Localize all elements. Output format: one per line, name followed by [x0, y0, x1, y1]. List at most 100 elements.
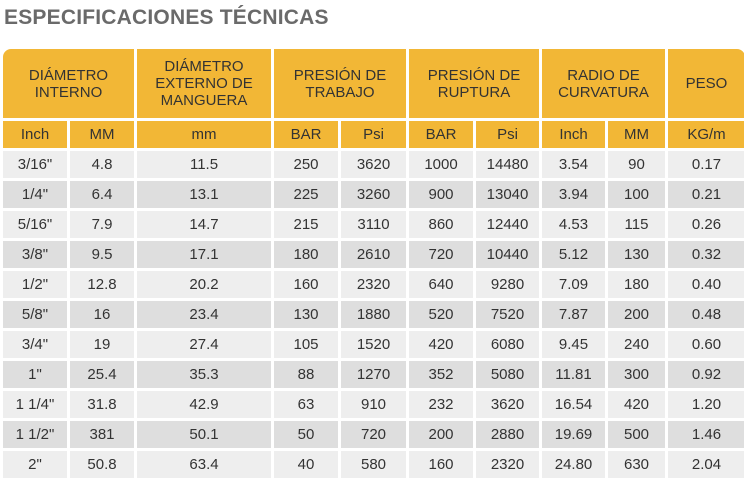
table-cell: 88	[274, 361, 339, 388]
table-cell: 9.5	[70, 241, 135, 268]
table-cell: 232	[409, 391, 474, 418]
header-label-line: RADIO DE	[567, 66, 640, 84]
table-cell: 115	[608, 211, 666, 238]
table-cell: 250	[274, 151, 339, 178]
table-cell: 1/2"	[3, 271, 67, 298]
table-cell: 200	[409, 421, 474, 448]
table-cell: 1/4"	[3, 181, 67, 208]
table-cell: 4.8	[70, 151, 135, 178]
table-cell: 910	[341, 391, 407, 418]
table-cell: 720	[341, 421, 407, 448]
header-label-line: EXTERNO DE	[155, 75, 253, 92]
table-cell: 2.04	[668, 451, 744, 478]
table-cell: 180	[274, 241, 339, 268]
unit-header: Inch	[3, 121, 67, 148]
table-cell: 352	[409, 361, 474, 388]
table-cell: 215	[274, 211, 339, 238]
table-cell: 5/16"	[3, 211, 67, 238]
table-cell: 1"	[3, 361, 67, 388]
table-cell: 130	[608, 241, 666, 268]
table-row: 3/4" 19 27.4 105 1520 420 6080 9.45 240 0.60	[3, 331, 744, 358]
table-cell: 300	[608, 361, 666, 388]
table-cell: 20.2	[137, 271, 272, 298]
table-cell: 160	[274, 271, 339, 298]
table-cell: 2880	[476, 421, 540, 448]
table-cell: 720	[409, 241, 474, 268]
table-cell: 3620	[476, 391, 540, 418]
header-group-row: DIÁMETRO INTERNO DIÁMETRO EXTERNO DE MANGUE…	[3, 49, 744, 118]
header-label-line: PRESIÓN DE	[427, 66, 521, 84]
table-row: 1/2" 12.8 20.2 160 2320 640 9280 7.09 180 0.40	[3, 271, 744, 298]
table-body: 3/16" 4.8 11.5 250 3620 1000 14480 3.54 90 0.17 1/…	[3, 151, 744, 478]
table-cell: 130	[274, 301, 339, 328]
table-cell: 420	[608, 391, 666, 418]
header-label-line: DIÁMETRO	[28, 66, 109, 84]
header-label-line: INTERNO	[34, 83, 103, 101]
table-cell: 1880	[341, 301, 407, 328]
table-cell: 16	[70, 301, 135, 328]
table-cell: 381	[70, 421, 135, 448]
table-cell: 5/8"	[3, 301, 67, 328]
header-label-line: PRESIÓN DE	[293, 66, 387, 84]
table-cell: 0.48	[668, 301, 744, 328]
table-cell: 2320	[476, 451, 540, 478]
table-cell: 2610	[341, 241, 407, 268]
specifications-table: DIÁMETRO INTERNO DIÁMETRO EXTERNO DE MANGUE…	[0, 46, 744, 481]
table-cell: 12.8	[70, 271, 135, 298]
header-diametro-externo: DIÁMETRO EXTERNO DE MANGUERA	[137, 49, 272, 118]
table-cell: 0.32	[668, 241, 744, 268]
table-cell: 7520	[476, 301, 540, 328]
table-cell: 0.21	[668, 181, 744, 208]
table-cell: 12440	[476, 211, 540, 238]
header-diametro-interno: DIÁMETRO INTERNO	[3, 49, 135, 118]
table-cell: 1 1/2"	[3, 421, 67, 448]
unit-header: MM	[70, 121, 135, 148]
table-row: 1 1/4" 31.8 42.9 63 910 232 3620 16.54 420 1.20	[3, 391, 744, 418]
table-cell: 420	[409, 331, 474, 358]
table-cell: 13040	[476, 181, 540, 208]
table-cell: 5.12	[542, 241, 606, 268]
table-cell: 25.4	[70, 361, 135, 388]
table-row: 5/16" 7.9 14.7 215 3110 860 12440 4.53 115 0.26	[3, 211, 744, 238]
table-cell: 50.8	[70, 451, 135, 478]
table-row: 1 1/2" 381 50.1 50 720 200 2880 19.69 500 1.46	[3, 421, 744, 448]
header-label-line: TRABAJO	[305, 83, 375, 101]
table-cell: 860	[409, 211, 474, 238]
table-cell: 0.17	[668, 151, 744, 178]
table-cell: 0.92	[668, 361, 744, 388]
table-cell: 7.9	[70, 211, 135, 238]
table-cell: 0.60	[668, 331, 744, 358]
table-cell: 1 1/4"	[3, 391, 67, 418]
table-cell: 1.20	[668, 391, 744, 418]
table-cell: 90	[608, 151, 666, 178]
table-cell: 2"	[3, 451, 67, 478]
table-cell: 3260	[341, 181, 407, 208]
table-cell: 3/8"	[3, 241, 67, 268]
table-cell: 640	[409, 271, 474, 298]
table-cell: 200	[608, 301, 666, 328]
table-cell: 160	[409, 451, 474, 478]
table-cell: 31.8	[70, 391, 135, 418]
header-label-line: PESO	[685, 75, 728, 92]
table-cell: 3/16"	[3, 151, 67, 178]
unit-header: mm	[137, 121, 272, 148]
table-cell: 6080	[476, 331, 540, 358]
unit-header: BAR	[274, 121, 339, 148]
table-cell: 1520	[341, 331, 407, 358]
table-cell: 1270	[341, 361, 407, 388]
header-label-line: CURVATURA	[558, 83, 649, 101]
table-cell: 63	[274, 391, 339, 418]
table-cell: 900	[409, 181, 474, 208]
table-cell: 11.5	[137, 151, 272, 178]
header-label-line: RUPTURA	[437, 83, 511, 101]
unit-header: MM	[608, 121, 666, 148]
unit-header: Psi	[341, 121, 407, 148]
table-cell: 1000	[409, 151, 474, 178]
table-cell: 17.1	[137, 241, 272, 268]
unit-header: Inch	[542, 121, 606, 148]
table-cell: 13.1	[137, 181, 272, 208]
table-row: 1/4" 6.4 13.1 225 3260 900 13040 3.94 100 0.21	[3, 181, 744, 208]
table-cell: 500	[608, 421, 666, 448]
table-cell: 580	[341, 451, 407, 478]
table-cell: 16.54	[542, 391, 606, 418]
